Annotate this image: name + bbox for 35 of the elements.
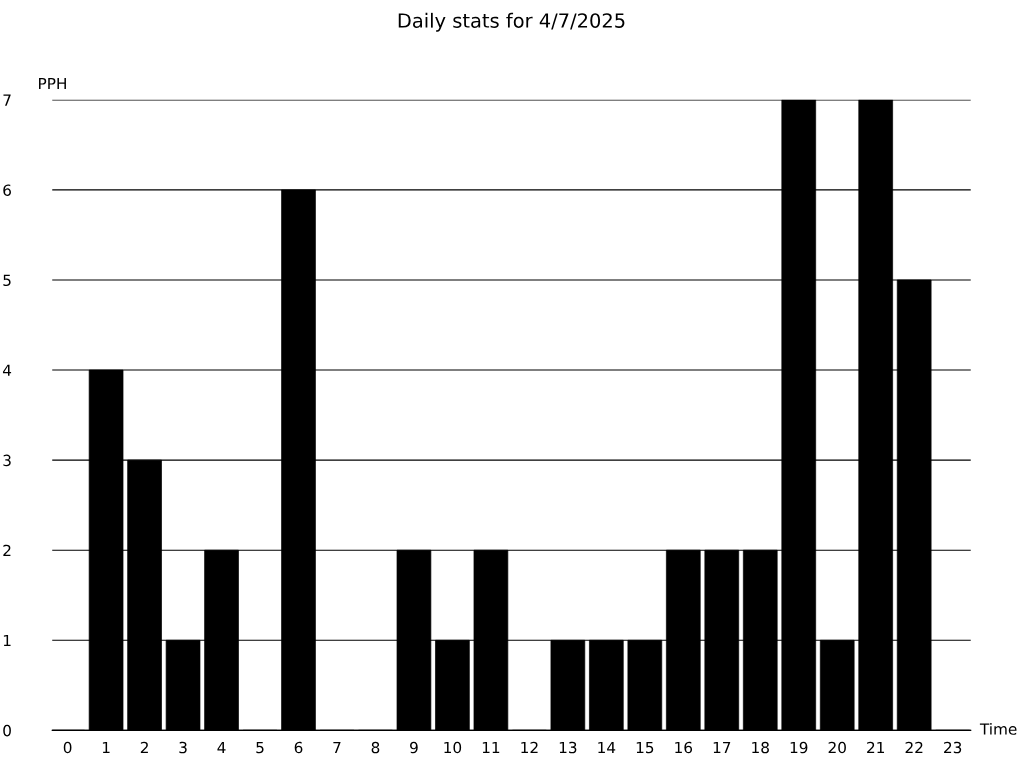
y-axis-title: PPH	[39, 77, 66, 90]
x-tick-label: 11	[482, 741, 500, 754]
x-tick-label: 18	[752, 741, 769, 754]
x-tick-label: 10	[444, 741, 462, 754]
x-tick-label: 8	[371, 741, 380, 754]
x-tick-label: 22	[905, 741, 923, 754]
x-tick-label: 21	[867, 741, 885, 754]
x-tick-label: 12	[521, 741, 538, 754]
x-tick-label: 16	[675, 741, 693, 754]
x-tick-label: 7	[333, 741, 341, 754]
x-tick-label: 20	[828, 741, 846, 754]
x-tick-label: 19	[790, 741, 808, 754]
x-tick-label: 1	[102, 741, 110, 754]
x-tick-label: 9	[410, 741, 418, 754]
x-tick-label: 13	[559, 741, 577, 754]
x-tick-label: 14	[598, 741, 616, 754]
x-tick-label: 17	[713, 741, 731, 754]
x-tick-label: 0	[63, 741, 72, 754]
y-tick-label: 7	[3, 94, 11, 106]
x-tick-label: 15	[636, 741, 654, 754]
x-axis-title: Time	[979, 722, 1017, 735]
x-tick-label: 23	[944, 741, 962, 754]
chart-title: Daily stats for 4/7/2025	[398, 12, 625, 32]
x-tick-label: 3	[179, 741, 187, 754]
y-tick-label: 6	[3, 184, 11, 196]
y-tick-label: 0	[3, 724, 11, 737]
y-tick-label: 3	[3, 454, 11, 467]
x-tick-label: 4	[217, 741, 226, 754]
x-tick-label: 6	[294, 741, 303, 754]
y-tick-label: 2	[3, 544, 11, 557]
x-tick-label: 2	[140, 741, 148, 754]
x-tick-label: 5	[256, 741, 264, 754]
y-tick-label: 5	[3, 274, 11, 287]
y-tick-label: 4	[2, 364, 12, 376]
y-tick-label: 1	[3, 634, 11, 647]
